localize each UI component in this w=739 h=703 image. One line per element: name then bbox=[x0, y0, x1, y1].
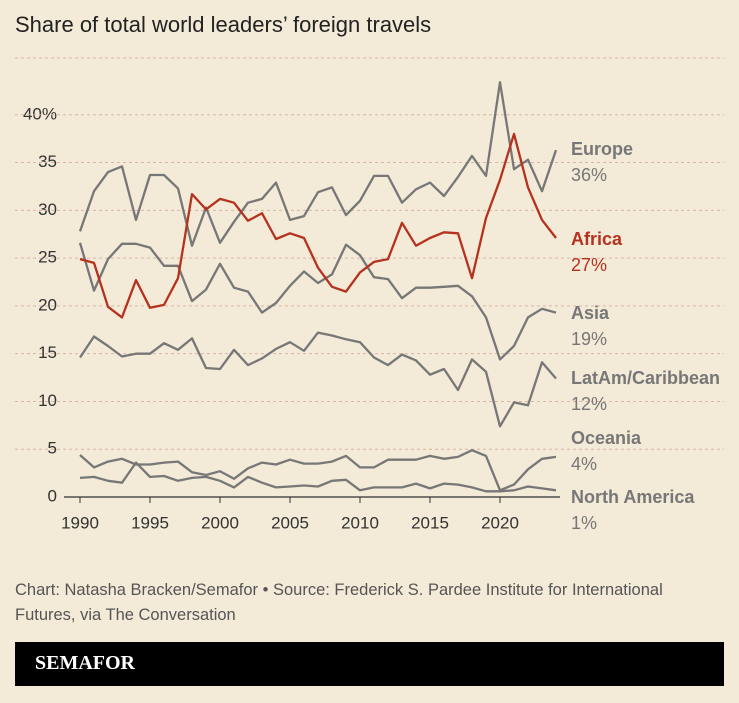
legend-label: Oceania bbox=[571, 428, 642, 448]
legend-label: LatAm/Caribbean bbox=[571, 368, 720, 388]
series-line bbox=[79, 331, 557, 428]
y-tick-label: 25 bbox=[38, 248, 57, 267]
x-tick-label: 1990 bbox=[61, 513, 99, 532]
y-tick-label: 5 bbox=[48, 439, 57, 458]
series-line bbox=[79, 461, 557, 493]
series-line bbox=[78, 242, 557, 361]
legend-label: Asia bbox=[571, 303, 610, 323]
y-tick-label: 30 bbox=[38, 200, 57, 219]
legend-label: Europe bbox=[571, 139, 633, 159]
brand: SEMAFOR bbox=[35, 652, 135, 674]
x-tick-label: 2010 bbox=[341, 513, 379, 532]
end-value-label: 27% bbox=[571, 255, 607, 275]
x-tick-label: 2015 bbox=[411, 513, 449, 532]
y-tick-label: 40% bbox=[23, 104, 57, 123]
chart-title: Share of total world leaders’ foreign tr… bbox=[15, 12, 431, 37]
x-tick-label: 2020 bbox=[481, 513, 519, 532]
series-line bbox=[78, 81, 558, 247]
y-tick-label: 0 bbox=[48, 486, 57, 505]
series-line bbox=[79, 449, 557, 492]
x-tick-label: 2000 bbox=[201, 513, 239, 532]
y-tick-label: 35 bbox=[38, 152, 57, 171]
y-tick-label: 15 bbox=[38, 343, 57, 362]
source-note: Chart: Natasha Bracken/Semafor • Source:… bbox=[15, 581, 663, 624]
end-value-label: 12% bbox=[571, 394, 607, 414]
end-value-label: 19% bbox=[571, 329, 607, 349]
end-value-label: 1% bbox=[571, 513, 597, 533]
y-tick-label: 20 bbox=[38, 295, 57, 314]
series-line bbox=[79, 132, 557, 319]
y-tick-label: 10 bbox=[38, 391, 57, 410]
legend-label: North America bbox=[571, 487, 695, 507]
end-value-label: 4% bbox=[571, 454, 597, 474]
x-tick-label: 2005 bbox=[271, 513, 309, 532]
chart: Share of total world leaders’ foreign tr… bbox=[15, 12, 724, 533]
legend-label: Africa bbox=[571, 229, 623, 249]
x-tick-label: 1995 bbox=[131, 513, 169, 532]
end-value-label: 36% bbox=[571, 165, 607, 185]
brand-bar: SEMAFOR bbox=[15, 642, 724, 686]
